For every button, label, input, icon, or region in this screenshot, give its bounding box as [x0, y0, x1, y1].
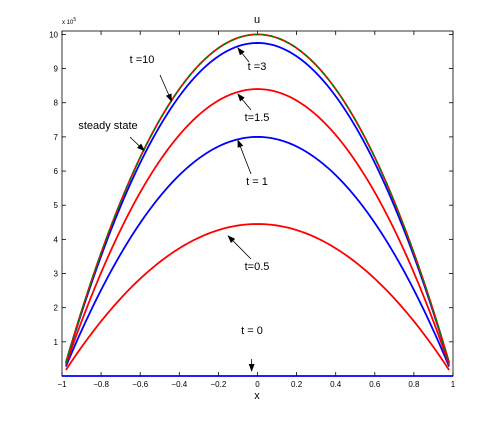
annotation-arrow: [129, 136, 145, 152]
annotation-label: steady state: [78, 120, 137, 132]
x-axis-label: x: [254, 390, 260, 402]
y-tick-label: 5: [54, 201, 59, 210]
x-tick-label: −0.4: [171, 380, 187, 389]
y-tick-label: 1: [54, 338, 59, 347]
x-tick-label: 0: [255, 380, 260, 389]
series-line-2: [65, 135, 450, 367]
series-layer: [62, 33, 453, 377]
series-line-1: [65, 223, 450, 371]
series-line-4: [65, 42, 450, 364]
annotation-arrow: [237, 93, 252, 111]
y-scale-note: x 105: [62, 17, 76, 26]
y-tick-label: 10: [49, 30, 58, 39]
y-scale-note-base: x 10: [62, 20, 74, 26]
annotation-label: t =3: [248, 61, 267, 73]
y-tick-label: 8: [54, 99, 59, 108]
annotation-arrow: [227, 235, 252, 260]
y-tick-label: 7: [54, 133, 59, 142]
x-tick-label: 0.8: [408, 380, 420, 389]
y-tick-label: 3: [54, 270, 59, 279]
y-tick-label: 2: [54, 304, 59, 313]
y-tick-label: 6: [54, 167, 59, 176]
series-line-3: [65, 88, 450, 365]
annotation-arrow: [159, 74, 172, 102]
x-tick-label: 0.4: [330, 380, 342, 389]
x-tick-label: −0.2: [211, 380, 227, 389]
chart-title: u: [254, 14, 260, 26]
y-scale-exponent: 5: [73, 17, 76, 23]
x-tick-label: 0.2: [291, 380, 303, 389]
series-line-6: [65, 33, 450, 363]
annotation-label: t = 1: [246, 176, 268, 188]
annotation-label: t =10: [130, 54, 155, 66]
x-tick-label: 0.6: [369, 380, 381, 389]
annotation-label: t = 0: [241, 325, 263, 337]
x-axis-ticks: −1 −0.8 −0.6 −0.4 −0.2 0 0.2 0.4 0.6 0.8 1: [57, 31, 456, 389]
annotation-arrow: [237, 47, 250, 63]
x-tick-label: −0.8: [93, 380, 109, 389]
annotation-layer: t =10 steady state t =3 t=1.5 t = 1 t=0.5 t = …: [78, 47, 270, 372]
y-tick-label: 9: [54, 65, 59, 74]
annotation-label: t=0.5: [245, 261, 270, 273]
x-tick-label: −1: [57, 380, 67, 389]
y-tick-label: 4: [54, 235, 59, 244]
annotation-label: t=1.5: [245, 112, 270, 124]
y-axis-ticks: 1 2 3 4 5 6 7 8 9 10: [49, 30, 453, 347]
annotation-arrow: [237, 139, 252, 175]
x-tick-label: 1: [451, 380, 456, 389]
x-tick-label: −0.6: [132, 380, 148, 389]
